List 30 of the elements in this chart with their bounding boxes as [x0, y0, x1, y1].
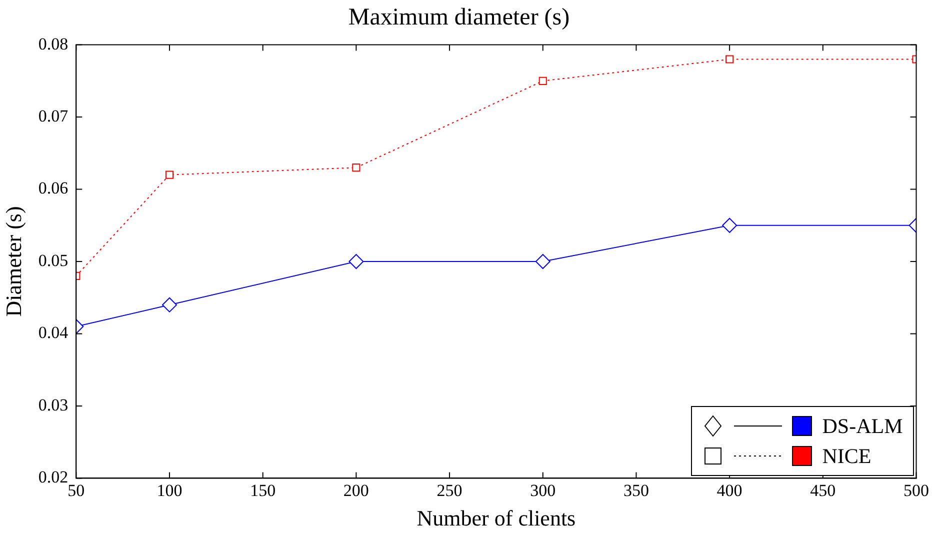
chart-title: Maximum diameter (s)	[348, 4, 570, 31]
point	[535, 254, 550, 269]
y-tick-label: 0.02	[38, 468, 68, 487]
legend-label: NICE	[822, 444, 872, 469]
x-tick-label: 300	[530, 480, 556, 500]
legend-label: DS-ALM	[822, 414, 903, 439]
x-tick-label: 250	[436, 480, 462, 500]
point	[726, 55, 734, 64]
x-axis-title: Number of clients	[416, 506, 576, 531]
x-tick-label: 400	[716, 480, 742, 500]
x-tick-label: 350	[623, 480, 649, 500]
point	[162, 297, 177, 312]
x-tick-label: 150	[250, 480, 276, 500]
y-tick-label: 0.08	[38, 34, 68, 54]
y-tick-label: 0.07	[38, 106, 69, 126]
point	[538, 76, 547, 85]
y-axis-title: Diameter (s)	[0, 206, 26, 317]
x-tick-label: 100	[156, 480, 182, 500]
y-tick-label: 0.04	[38, 323, 69, 342]
y-tick-label: 0.03	[38, 395, 68, 414]
x-tick-label: 200	[343, 480, 369, 500]
point	[722, 218, 738, 233]
x-tick-label: 50	[68, 480, 85, 500]
y-tick-label: 0.05	[38, 250, 68, 270]
y-tick-label: 0.06	[38, 178, 68, 198]
x-tick-label: 500	[904, 480, 929, 500]
point	[165, 170, 174, 179]
point	[348, 254, 364, 269]
x-tick-label: 450	[810, 480, 836, 500]
point	[352, 164, 360, 172]
